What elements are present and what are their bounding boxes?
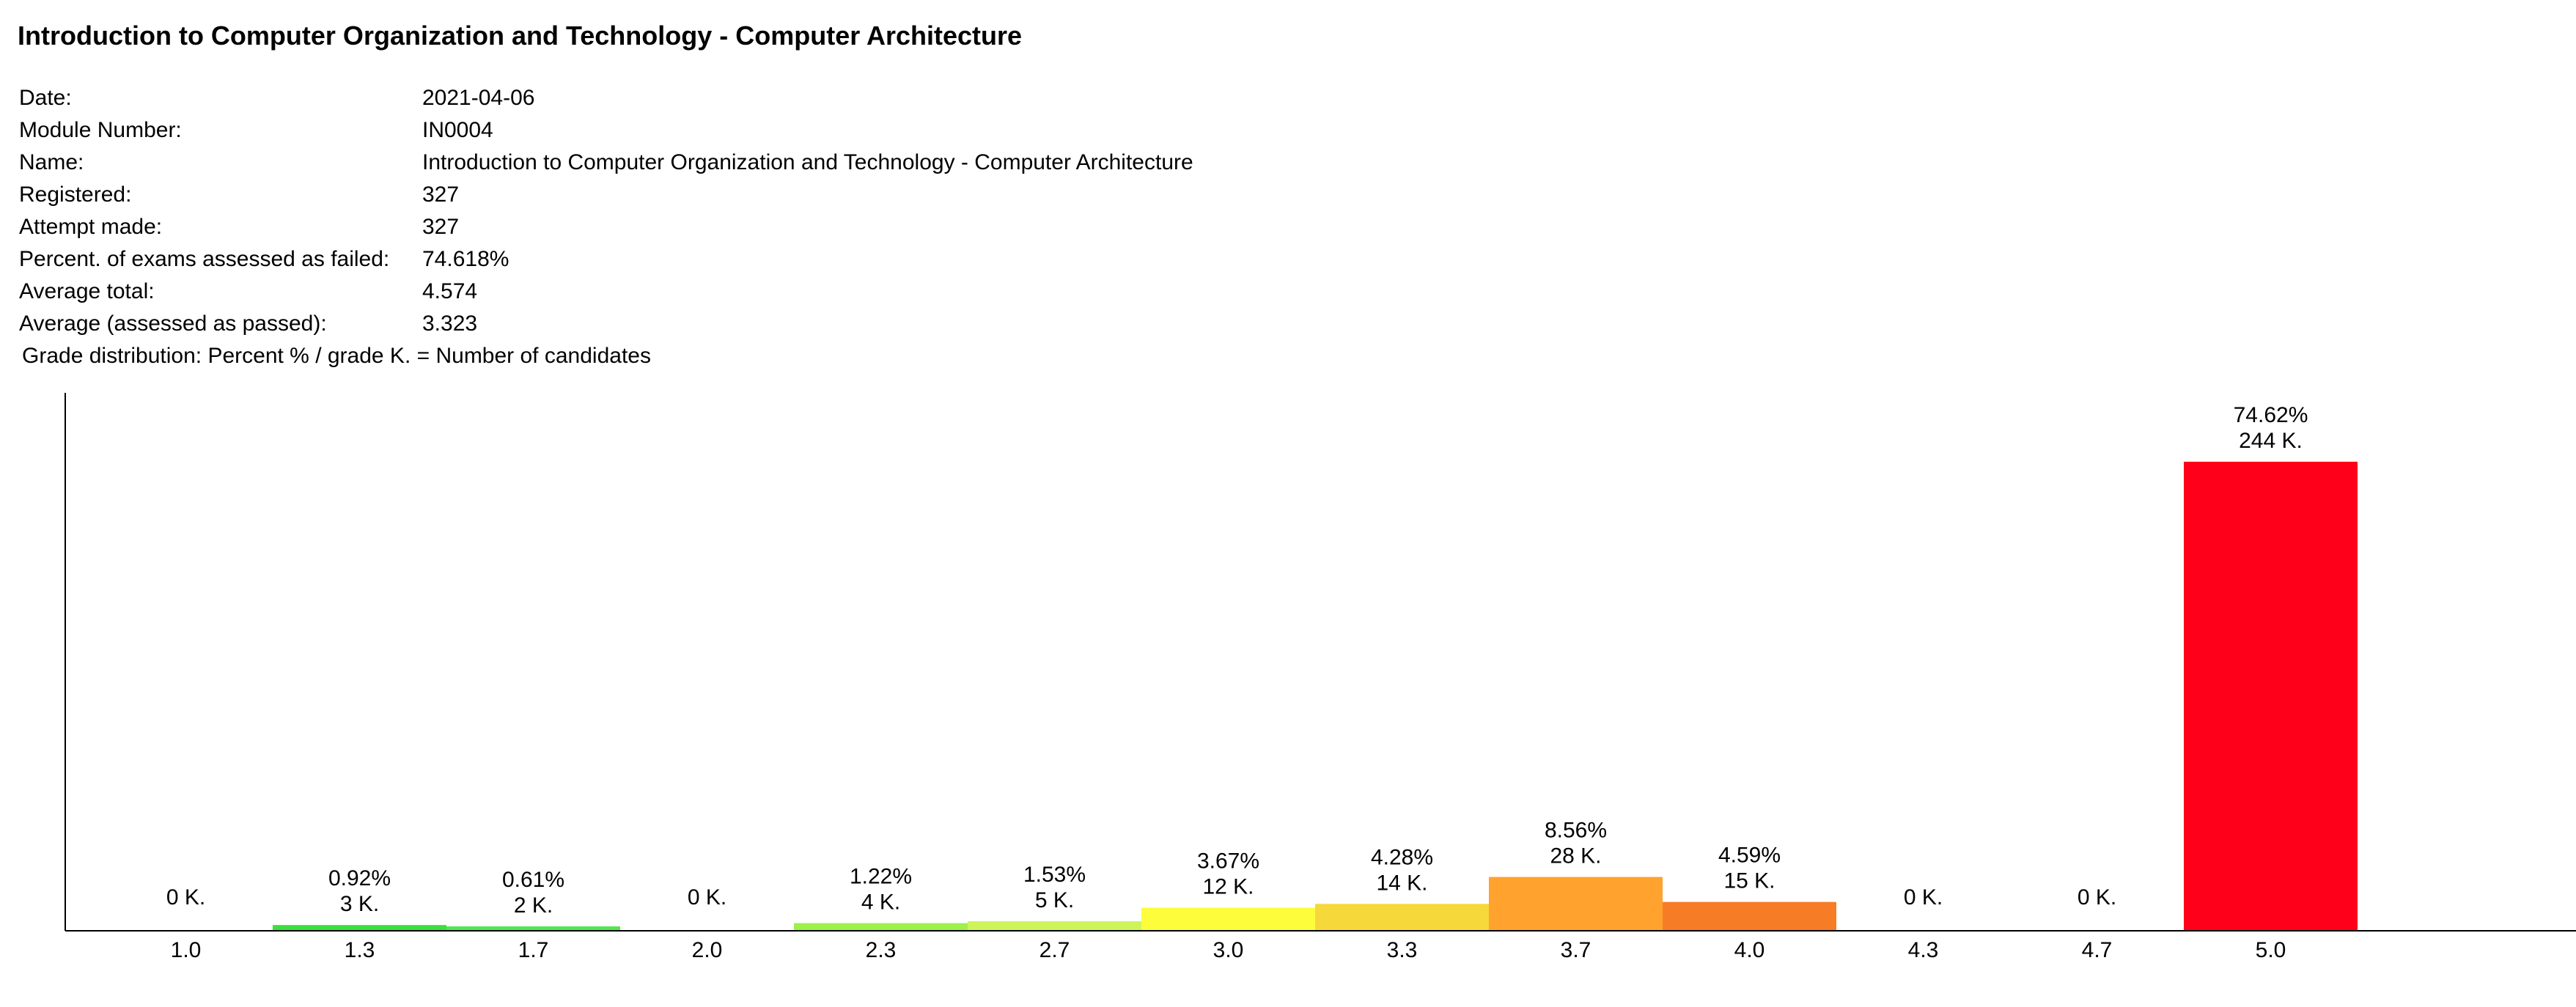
info-value: IN0004 [422, 118, 493, 142]
x-tick-label: 1.0 [171, 938, 202, 962]
x-tick-label: 4.7 [2082, 938, 2113, 962]
info-value: 2021-04-06 [422, 86, 535, 110]
bar-count-label: 14 K. [1376, 871, 1427, 895]
bar-count-label: 0 K. [688, 885, 726, 910]
bar-percent-label: 1.22% [850, 865, 912, 889]
x-tick-label: 2.0 [692, 938, 723, 962]
info-label: Percent. of exams assessed as failed: [19, 247, 390, 271]
bar-grade-2.7 [968, 921, 1141, 931]
info-label: Average (assessed as passed): [19, 311, 327, 336]
bar-percent-label: 4.59% [1718, 844, 1781, 868]
bar-count-label: 15 K. [1723, 869, 1775, 893]
info-label: Average total: [19, 279, 155, 303]
bar-grade-3.7 [1489, 877, 1663, 931]
bar-percent-label: 74.62% [2234, 403, 2308, 427]
info-row: Registered: 327 [19, 179, 1193, 211]
info-label: Registered: [19, 182, 132, 207]
info-row: Date: 2021-04-06 [19, 82, 1193, 114]
info-value: 3.323 [422, 311, 478, 336]
info-label: Date: [19, 86, 72, 110]
bar-grade-3.0 [1141, 907, 1315, 931]
x-tick-label: 2.3 [866, 938, 897, 962]
info-row: Attempt made: 327 [19, 211, 1193, 243]
bar-count-label: 0 K. [2078, 885, 2116, 910]
bar-count-label: 244 K. [2239, 429, 2303, 453]
info-value: 327 [422, 215, 460, 239]
bar-count-label: 0 K. [1904, 885, 1943, 910]
bar-count-label: 28 K. [1550, 844, 1601, 868]
x-tick-label: 3.7 [1561, 938, 1591, 962]
exam-info-table: Date: 2021-04-06 Module Number: IN0004 Name:… [19, 82, 1193, 340]
x-tick-label: 3.3 [1387, 938, 1418, 962]
bar-grade-4.0 [1663, 901, 1836, 931]
x-tick-label: 3.0 [1213, 938, 1244, 962]
bar-percent-label: 4.28% [1371, 845, 1433, 869]
bar-count-label: 4 K. [861, 890, 900, 915]
bar-grade-3.3 [1315, 904, 1489, 931]
info-value: 327 [422, 182, 460, 207]
x-tick-label: 4.0 [1734, 938, 1765, 962]
info-row: Module Number: IN0004 [19, 114, 1193, 147]
info-label: Module Number: [19, 118, 182, 142]
bar-percent-label: 0.92% [328, 866, 391, 890]
info-label: Attempt made: [19, 215, 163, 239]
info-row: Average total: 4.574 [19, 276, 1193, 308]
info-value: Introduction to Computer Organization an… [422, 150, 1193, 174]
bar-percent-label: 3.67% [1197, 849, 1259, 874]
info-row: Average (assessed as passed): 3.323 [19, 308, 1193, 340]
bar-count-label: 2 K. [514, 893, 553, 918]
x-tick-label: 1.3 [345, 938, 375, 962]
bar-percent-label: 0.61% [502, 868, 564, 892]
x-tick-label: 5.0 [2256, 938, 2286, 962]
bar-count-label: 3 K. [340, 892, 379, 916]
grade-distribution-note: Grade distribution: Percent % / grade K.… [22, 344, 651, 368]
bar-grade-2.3 [794, 923, 968, 931]
info-label: Name: [19, 150, 84, 174]
info-value: 74.618% [422, 247, 509, 271]
bar-grade-1.7 [446, 926, 620, 931]
bar-count-label: 0 K. [166, 885, 205, 910]
bar-grade-5.0 [2184, 462, 2358, 931]
x-tick-label: 4.3 [1908, 938, 1939, 962]
bar-percent-label: 8.56% [1545, 819, 1607, 843]
bar-percent-label: 1.53% [1023, 863, 1086, 887]
bar-count-label: 5 K. [1035, 888, 1074, 912]
info-value: 4.574 [422, 279, 478, 303]
info-row: Percent. of exams assessed as failed: 74.… [19, 243, 1193, 276]
bar-grade-1.3 [273, 925, 446, 931]
x-tick-label: 1.7 [518, 938, 549, 962]
bar-count-label: 12 K. [1202, 875, 1254, 899]
page-title: Introduction to Computer Organization an… [18, 21, 1023, 51]
info-row: Name: Introduction to Computer Organizati… [19, 147, 1193, 179]
x-tick-label: 2.7 [1039, 938, 1070, 962]
